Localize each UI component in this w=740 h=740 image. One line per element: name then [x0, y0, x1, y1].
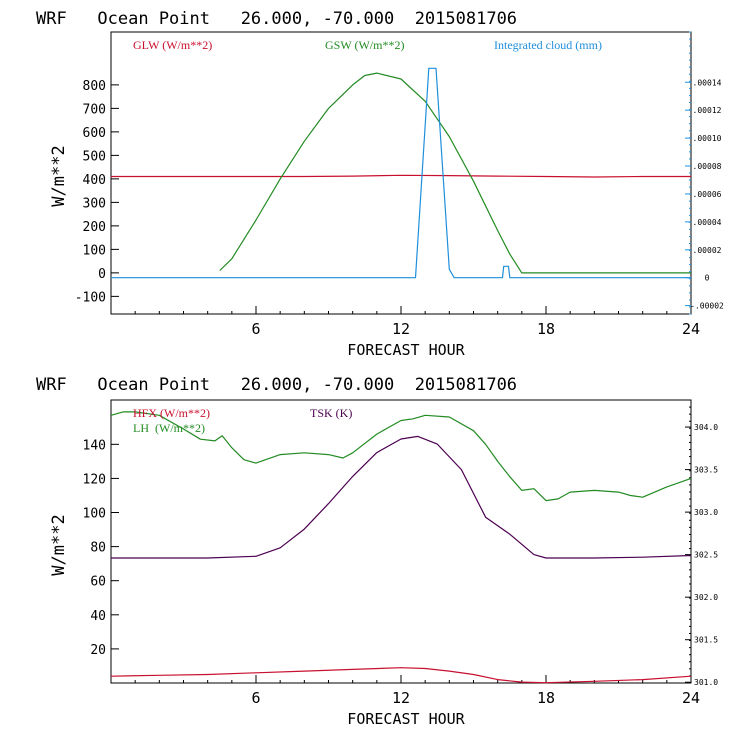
panel-bottom-y-tick-label: 40 [90, 609, 106, 624]
panel-bottom-y2-tick-label: 303.5 [694, 466, 718, 475]
panel-top-legend-cloud: Integrated cloud (mm) [494, 38, 602, 52]
panel-bottom-legend-tsk: TSK (K) [310, 406, 352, 420]
panel-bottom-series-lh-line [110, 411, 692, 502]
panel-bottom-x-tick-label: 24 [682, 689, 700, 707]
panel-bottom-series-tsk-line [111, 435, 692, 559]
panel-bottom-title: WRF Ocean Point 26.000, -70.000 20150817… [36, 375, 517, 395]
panel-top-x-tick-label: 12 [392, 320, 410, 338]
panel-bottom-y-tick-label: 20 [90, 643, 106, 658]
panel-top-x-tick-label: 18 [537, 320, 555, 338]
panel-bottom-legend-hfx: HFX (W/m**2) [133, 406, 210, 420]
panel-bottom-plot-frame [110, 399, 692, 684]
panel-bottom-y-tick-label: 60 [90, 575, 106, 590]
panel-top-y-tick-label: 600 [83, 126, 106, 141]
panel-top-y-axis-label: W/m**2 [49, 145, 69, 206]
panel-top-y-tick-label: 100 [83, 243, 106, 258]
panel-top-y2-tick-label: -.00002 [690, 302, 724, 311]
panel-bottom-y-tick-label: 120 [83, 472, 106, 487]
panel-bottom-x-tick-label: 6 [251, 689, 260, 707]
panel-top-y2-tick-label: .00002 [693, 246, 722, 255]
panel-bottom: WRF Ocean Point 26.000, -70.000 20150817… [36, 375, 718, 728]
panel-bottom-ticks: 6 12 18 24 20 40 60 80 100 120 140 301.0 301.5 302.0 3… [83, 399, 718, 707]
panel-top-y-tick-label: 300 [83, 196, 106, 211]
panel-bottom-x-tick-label: 12 [392, 689, 410, 707]
panel-top-legend-gsw: GSW (W/m**2) [325, 38, 404, 52]
panel-top-y2-tick-label: .00008 [693, 162, 722, 171]
panel-top: WRF Ocean Point 26.000, -70.000 20150817… [36, 9, 724, 359]
panel-top-x-tick-label: 24 [682, 320, 700, 338]
panel-top-series [111, 67, 691, 279]
panel-bottom-x-tick-label: 18 [537, 689, 555, 707]
panel-top-y2-tick-label: .00012 [693, 106, 722, 115]
panel-top-title: WRF Ocean Point 26.000, -70.000 20150817… [36, 9, 517, 29]
panel-bottom-y2-tick-label: 302.5 [694, 551, 718, 560]
panel-bottom-y2-tick-label: 304.0 [694, 423, 718, 432]
panel-top-ticks: 6 12 18 24 -100 0 100 200 300 400 500 600 700 800 -.00… [75, 31, 724, 338]
panel-bottom-y-tick-label: 80 [90, 541, 106, 556]
panel-top-plot-frame [110, 31, 692, 315]
panel-top-y-tick-label: 500 [83, 149, 106, 164]
panel-top-y2-tick-label: .00004 [693, 218, 722, 227]
panel-top-series-gsw-line [219, 72, 691, 274]
panel-bottom-x-axis-label: FORECAST HOUR [347, 710, 465, 728]
panel-top-y-tick-label: 400 [83, 173, 106, 188]
panel-top-y-tick-label: -100 [75, 290, 106, 305]
panel-bottom-y2-tick-label: 301.0 [694, 678, 718, 687]
panel-top-y-tick-label: 200 [83, 220, 106, 235]
panel-top-y2-tick-label: .00010 [693, 134, 722, 143]
panel-bottom-y-axis-label: W/m**2 [49, 514, 69, 575]
panel-top-series-glw-line [111, 174, 691, 178]
panel-top-y-tick-label: 800 [83, 79, 106, 94]
panel-top-x-axis-label: FORECAST HOUR [347, 341, 465, 359]
panel-top-y-tick-label: 700 [83, 102, 106, 117]
panel-top-y-tick-label: 0 [98, 267, 106, 282]
panel-bottom-y-tick-label: 100 [83, 507, 106, 522]
panel-bottom-series [110, 411, 692, 684]
panel-top-legend-glw: GLW (W/m**2) [133, 38, 212, 52]
panel-top-y2-tick-label: .00006 [693, 190, 722, 199]
panel-bottom-y-tick-label: 140 [83, 438, 106, 453]
panel-bottom-y2-tick-label: 302.0 [694, 593, 718, 602]
panel-bottom-y2-tick-label: 301.5 [694, 636, 718, 645]
panel-bottom-legend-lh: LH (W/m**2) [133, 421, 205, 435]
panel-top-x-tick-label: 6 [251, 320, 260, 338]
panel-bottom-series-hfx-line [110, 667, 692, 684]
panel-bottom-y2-tick-label: 303.0 [694, 508, 718, 517]
panel-top-series-cloud-line [111, 67, 691, 279]
panel-top-y2-tick-label: .00014 [693, 78, 722, 87]
panel-top-y2-tick-label: 0 [705, 274, 710, 283]
